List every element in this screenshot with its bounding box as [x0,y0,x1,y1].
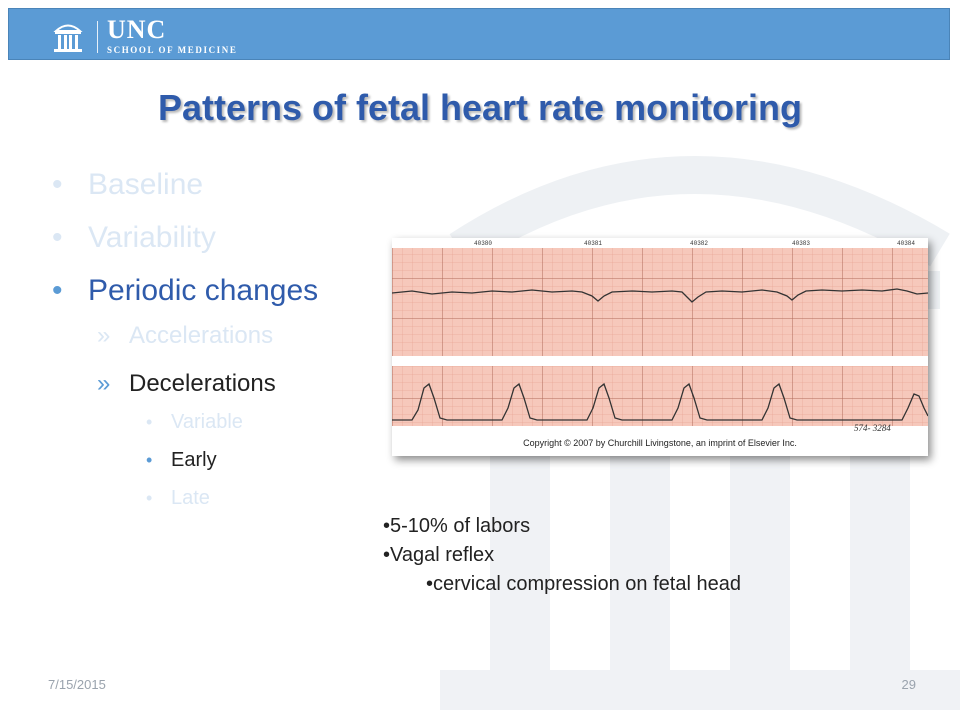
sub-sub-bullet-label: Variable [171,411,243,433]
sub-sub-bullet-label: Late [171,487,210,509]
strip-tick-number: 40380 [474,240,493,247]
header-bar: UNC SCHOOL OF MEDICINE [8,8,950,60]
note-item: •Vagal reflex [383,544,495,566]
bullet-label: Baseline [88,168,204,201]
sub-sub-bullet-list: • Variable • Early • Late [146,403,346,517]
sub-bullet-glyph: » [97,322,111,349]
list-item: • Periodic changes [52,264,382,317]
sub-bullet-label: Decelerations [129,370,276,397]
strip-tick-number: 40381 [584,240,603,247]
logo-divider [97,21,98,53]
bullet-glyph: • [52,221,63,254]
list-item: • Variability [52,211,382,264]
footer-date: 7/15/2015 [48,677,106,692]
list-item: • Baseline [52,158,382,211]
list-item: • Early [146,441,346,479]
page-number: 29 [901,677,916,692]
list-item: • Variable [146,403,346,441]
note-item: •5-10% of labors [383,515,531,537]
list-item: • Late [146,479,346,517]
notes-block: •5-10% of labors •Vagal reflex •cervical… [383,512,863,599]
list-item: » Accelerations [97,312,387,360]
fhr-strip-figure: 40380 40381 40382 40383 40384 574- 3284 … [392,238,928,456]
uterine-contraction-trace-line [392,382,928,421]
strip-tick-number: 40384 [897,240,916,247]
bullet-glyph: • [146,412,153,432]
bullet-label: Periodic changes [88,274,319,307]
figure-copyright: Copyright © 2007 by Churchill Livingston… [523,438,797,448]
list-item: » Decelerations [97,360,387,408]
fhr-tracing-graphic [392,248,928,438]
sub-sub-bullet-label: Early [171,449,217,471]
bullet-glyph: • [52,168,63,201]
strip-tick-number: 40383 [792,240,811,247]
bullet-glyph: • [146,488,153,508]
bullet-label: Variability [88,221,216,254]
logo-wordmark: UNC [107,15,167,44]
sub-bullet-label: Accelerations [129,322,274,349]
slide-title: Patterns of fetal heart rate monitoring [157,87,803,128]
strip-code-label: 574- 3284 [854,423,891,433]
bullet-glyph: • [52,274,63,307]
sub-bullet-glyph: » [97,370,111,397]
note-sub-item: •cervical compression on fetal head [426,573,741,595]
main-bullet-list: • Baseline • Variability • Periodic chan… [52,158,382,317]
sub-bullet-list: » Accelerations » Decelerations [97,312,387,408]
logo-subtitle: SCHOOL OF MEDICINE [107,45,238,55]
bullet-glyph: • [146,450,153,470]
strip-tick-number: 40382 [690,240,709,247]
fhr-trace-line [392,288,928,303]
old-well-logo-icon [53,24,83,52]
